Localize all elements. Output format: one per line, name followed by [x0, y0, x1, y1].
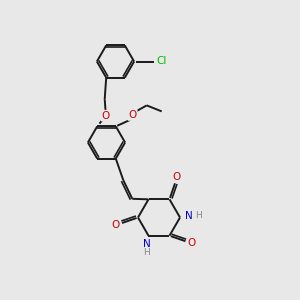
Text: N: N	[143, 239, 151, 249]
Text: O: O	[111, 220, 120, 230]
Text: Cl: Cl	[156, 56, 166, 67]
Text: H: H	[144, 248, 150, 257]
Text: H: H	[195, 212, 201, 220]
Text: O: O	[172, 172, 180, 182]
Text: O: O	[128, 110, 137, 120]
Text: N: N	[184, 211, 192, 221]
Text: O: O	[188, 238, 196, 248]
Text: O: O	[102, 111, 110, 121]
